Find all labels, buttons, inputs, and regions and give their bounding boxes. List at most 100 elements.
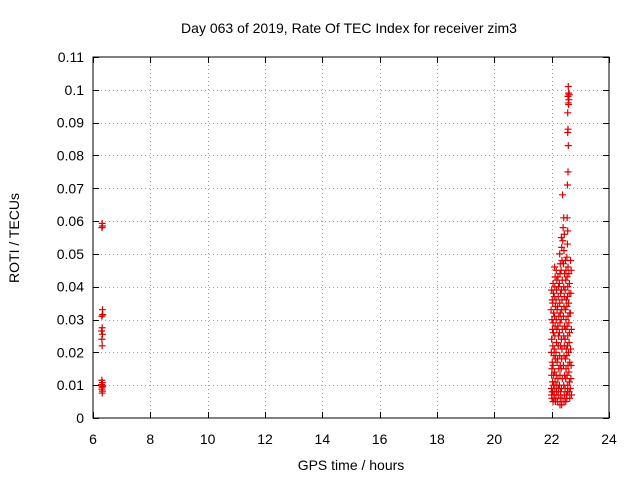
data-point <box>563 253 571 261</box>
data-point <box>564 332 572 340</box>
data-point <box>562 276 570 284</box>
data-point <box>567 345 575 353</box>
plot-frame <box>92 56 610 419</box>
data-point <box>556 250 564 258</box>
data-point <box>565 319 573 327</box>
data-point <box>563 181 571 189</box>
y-tick-label: 0.02 <box>57 344 84 360</box>
data-point <box>551 263 559 271</box>
data-point <box>567 325 575 333</box>
data-point <box>560 247 568 255</box>
data-point <box>98 327 106 335</box>
data-point <box>566 384 574 392</box>
data-point <box>563 322 571 330</box>
data-point <box>563 371 571 379</box>
data-point <box>551 368 559 376</box>
y-tick-label: 0.01 <box>57 377 84 393</box>
data-point <box>549 289 557 297</box>
data-point <box>563 240 571 248</box>
data-point <box>566 309 574 317</box>
data-point <box>564 125 572 133</box>
data-point <box>561 306 569 314</box>
data-point <box>562 398 570 406</box>
data-point <box>567 375 575 383</box>
data-point <box>567 256 575 264</box>
data-point <box>98 312 106 320</box>
chart-title: Day 063 of 2019, Rate Of TEC Index for r… <box>181 20 517 36</box>
x-tick-label: 18 <box>429 431 445 447</box>
data-point <box>98 342 106 350</box>
data-point <box>549 361 557 369</box>
data-point <box>550 345 558 353</box>
data-point <box>566 358 574 366</box>
y-tick-label: 0 <box>76 410 84 426</box>
data-points <box>98 83 575 409</box>
grid-lines <box>93 57 609 418</box>
y-tick-label: 0.1 <box>65 82 85 98</box>
data-point <box>564 109 572 117</box>
x-tick-label: 16 <box>372 431 388 447</box>
data-point <box>567 391 575 399</box>
y-tick-label: 0.11 <box>58 49 84 65</box>
data-point <box>550 309 558 317</box>
y-tick-label: 0.05 <box>57 246 84 262</box>
data-point <box>567 361 575 369</box>
data-point <box>557 289 565 297</box>
data-point <box>553 339 561 347</box>
data-point <box>563 214 571 222</box>
x-tick-label: 12 <box>257 431 273 447</box>
data-point <box>566 394 574 402</box>
data-point <box>548 335 556 343</box>
x-tick-label: 8 <box>146 431 154 447</box>
y-tick-label: 0.03 <box>57 312 84 328</box>
data-point <box>552 348 560 356</box>
data-point <box>98 335 106 343</box>
y-tick-label: 0.06 <box>57 213 84 229</box>
data-point <box>565 101 573 109</box>
data-point <box>567 266 575 274</box>
data-point <box>559 224 567 232</box>
data-point <box>565 91 573 99</box>
data-point <box>98 224 106 232</box>
data-point <box>549 279 557 287</box>
y-tick-label: 0.07 <box>57 180 84 196</box>
data-point <box>563 273 571 281</box>
data-point <box>564 142 572 150</box>
data-point <box>565 378 573 386</box>
y-tick-label: 0.08 <box>57 147 84 163</box>
y-axis-label: ROTI / TECUs <box>6 193 22 283</box>
data-point <box>565 299 573 307</box>
y-tick-label: 0.09 <box>57 115 84 131</box>
data-point <box>564 283 572 291</box>
data-point <box>559 191 567 199</box>
data-point <box>565 339 573 347</box>
data-point <box>98 389 106 397</box>
x-tick-label: 20 <box>487 431 503 447</box>
data-point <box>99 311 107 319</box>
x-tick-label: 10 <box>200 431 216 447</box>
y-axis: 0 0.01 0.02 0.03 0.04 0.05 0.06 0.07 0.08 0.09 0.1… <box>57 49 609 426</box>
data-point <box>563 352 571 360</box>
data-point <box>556 319 564 327</box>
data-point <box>560 230 568 238</box>
data-point <box>564 263 572 271</box>
data-point <box>564 83 572 91</box>
data-point <box>567 289 575 297</box>
x-tick-label: 24 <box>601 431 617 447</box>
data-point <box>557 388 565 396</box>
x-tick-label: 6 <box>89 431 97 447</box>
data-point <box>565 279 573 287</box>
data-point <box>565 368 573 376</box>
y-tick-label: 0.04 <box>57 279 84 295</box>
data-point <box>564 168 572 176</box>
x-tick-label: 14 <box>315 431 331 447</box>
x-axis-label: GPS time / hours <box>298 457 405 473</box>
x-axis: 6 8 10 12 14 16 18 20 22 24 <box>89 57 617 447</box>
data-point <box>559 237 567 245</box>
data-point <box>563 302 571 310</box>
data-point <box>563 293 571 301</box>
data-point <box>549 329 557 337</box>
data-point <box>563 342 571 350</box>
x-tick-label: 22 <box>544 431 560 447</box>
